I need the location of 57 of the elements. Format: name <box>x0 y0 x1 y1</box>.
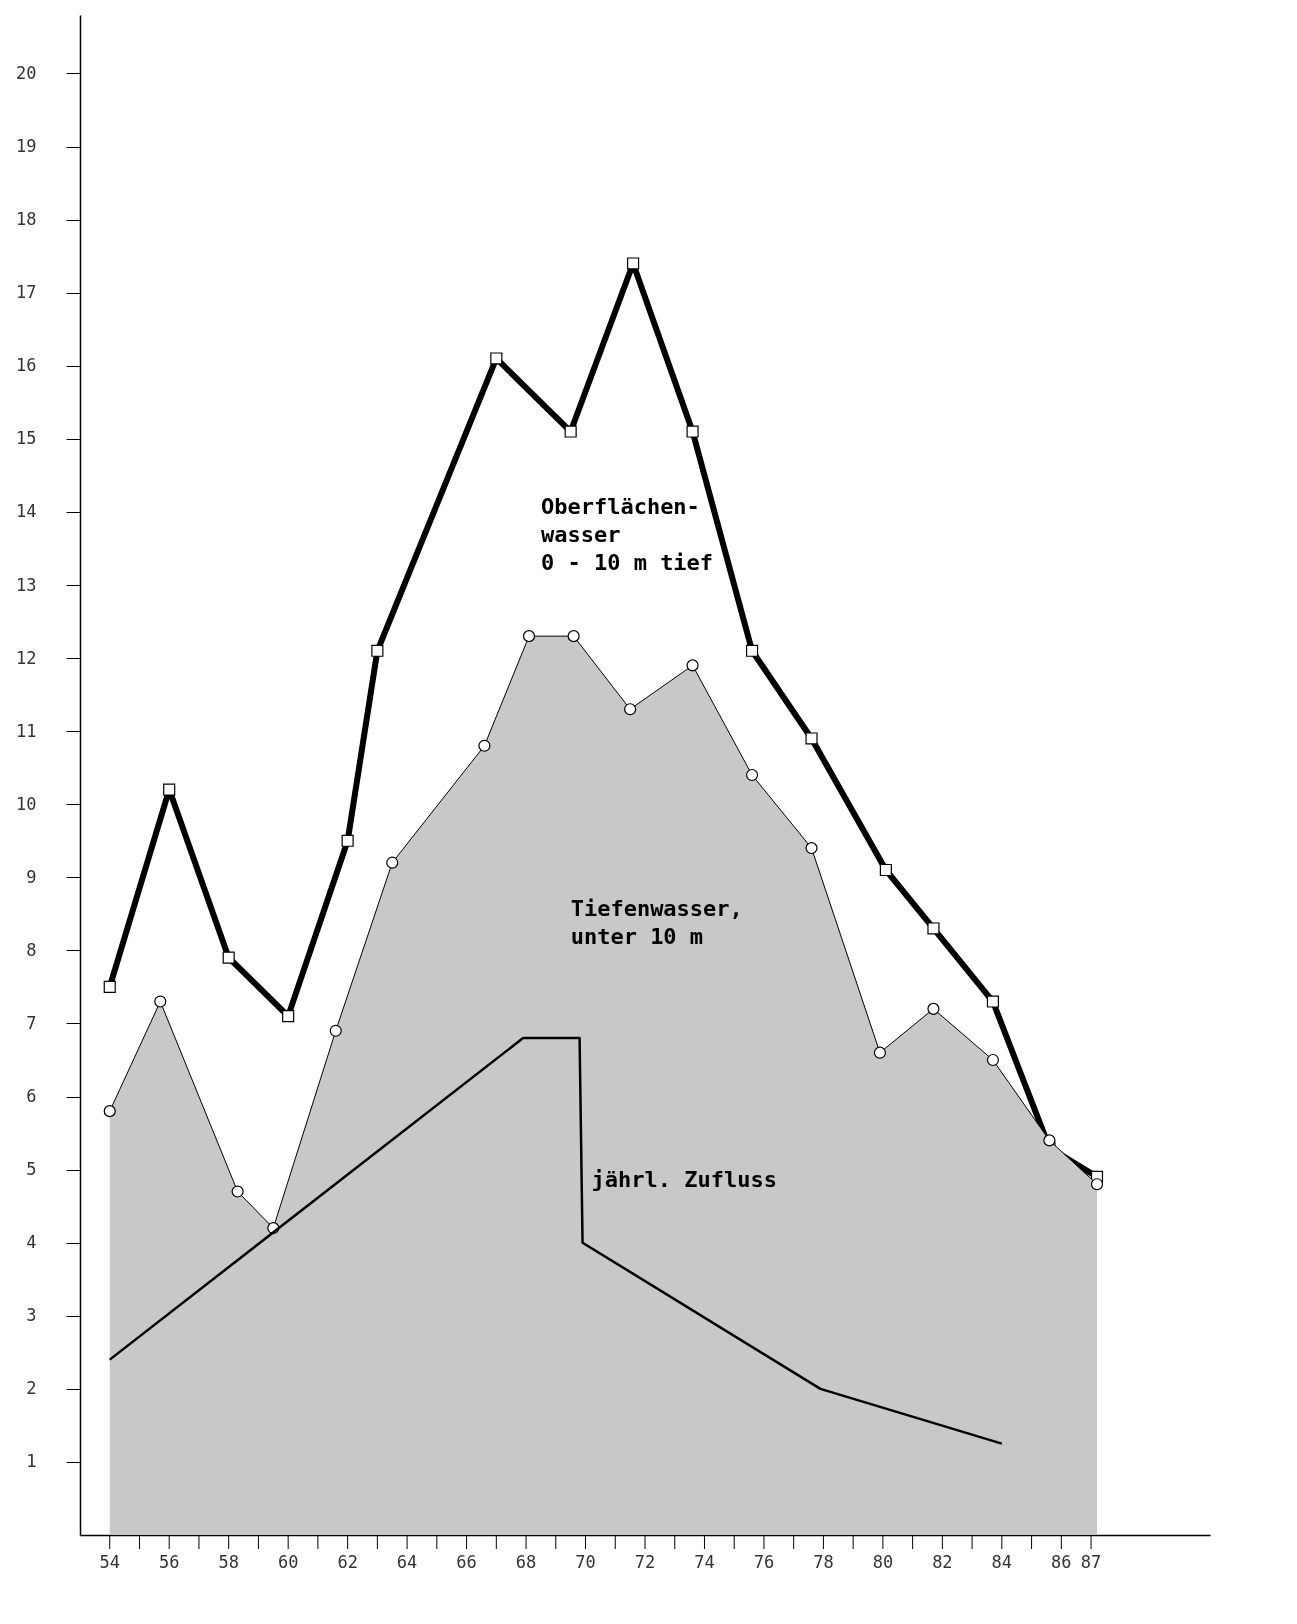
y-tick-label: 6 <box>26 1086 37 1107</box>
x-tick-label: 80 <box>872 1552 894 1572</box>
y-tick-label: 11 <box>16 720 37 741</box>
x-tick-label: 72 <box>634 1552 656 1572</box>
y-tick-label: 9 <box>26 866 37 887</box>
point <box>282 1010 295 1023</box>
point <box>564 425 577 438</box>
point <box>627 257 640 270</box>
point <box>490 352 503 365</box>
y-tick-label: 12 <box>16 647 37 668</box>
y-tick-label: 17 <box>16 282 37 303</box>
x-tick-label: 87 <box>1080 1552 1102 1572</box>
y-tick-label: 7 <box>26 1012 37 1033</box>
point <box>163 783 176 796</box>
y-tick-label: 1 <box>26 1451 37 1472</box>
x-tick-label: 82 <box>932 1552 953 1572</box>
y-tick-label: 3 <box>26 1305 37 1326</box>
y-tick-label: 20 <box>16 62 37 83</box>
point <box>371 644 384 657</box>
x-tick-label: 68 <box>515 1552 537 1572</box>
x-tick-label: 62 <box>337 1552 358 1572</box>
point <box>222 951 235 964</box>
series-label: Tiefenwasser, unter 10 m <box>570 896 743 950</box>
point <box>341 834 354 847</box>
y-tick-label: 4 <box>26 1232 37 1253</box>
point <box>686 425 699 438</box>
point <box>745 644 759 657</box>
x-tick-label: 86 <box>1051 1552 1072 1572</box>
y-tick-label: 13 <box>16 574 37 595</box>
line-series <box>108 1036 1004 1445</box>
x-tick-label: 64 <box>396 1552 418 1572</box>
x-tick-label: 66 <box>456 1552 477 1572</box>
x-tick-label: 54 <box>99 1552 120 1572</box>
point <box>805 732 818 745</box>
point <box>103 980 116 993</box>
series-label: jährl. Zufluss <box>591 1166 777 1192</box>
x-tick-label: 56 <box>158 1552 180 1572</box>
point <box>927 922 940 935</box>
y-tick-label: 2 <box>26 1378 37 1399</box>
y-tick-label: 18 <box>16 209 37 230</box>
y-tick-label: 14 <box>16 501 37 522</box>
x-tick-label: 60 <box>277 1552 299 1572</box>
y-tick-label: 5 <box>26 1159 37 1180</box>
y-tick-label: 16 <box>16 355 37 376</box>
y-tick-label: 19 <box>16 136 37 157</box>
y-tick-label: 10 <box>16 793 37 814</box>
series-label: Oberflächen- wasser 0 - 10 m tief <box>540 494 714 576</box>
x-tick-label: 84 <box>991 1552 1013 1572</box>
x-tick-label: 58 <box>218 1552 239 1572</box>
x-tick-label: 78 <box>813 1552 834 1572</box>
x-tick-label: 76 <box>753 1552 775 1572</box>
point <box>879 863 892 877</box>
y-tick-label: 15 <box>16 428 37 449</box>
y-tick-label: 8 <box>26 939 37 960</box>
x-tick-label: 74 <box>694 1552 715 1572</box>
point <box>986 995 999 1008</box>
x-tick-label: 70 <box>575 1552 596 1572</box>
